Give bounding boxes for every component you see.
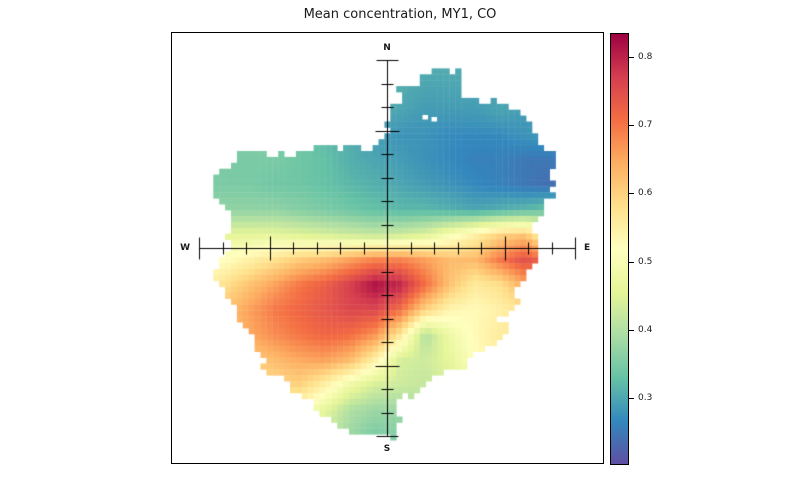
polar-heatmap-canvas	[172, 33, 603, 463]
compass-label-north: N	[383, 43, 391, 53]
colorbar-tick-label: 0.4	[638, 325, 653, 335]
compass-label-south: S	[383, 444, 391, 454]
colorbar-tick-label: 0.8	[638, 52, 653, 62]
plot-panel	[171, 32, 604, 464]
colorbar-tick	[629, 262, 634, 263]
colorbar-tick	[629, 193, 634, 194]
colorbar	[610, 33, 629, 465]
colorbar-tick-label: 0.7	[638, 120, 653, 130]
colorbar-tick	[629, 57, 634, 58]
colorbar-tick	[629, 330, 634, 331]
colorbar-tick	[629, 125, 634, 126]
colorbar-tick-label: 0.3	[638, 393, 653, 403]
chart-title: Mean concentration, MY1, CO	[303, 7, 497, 22]
colorbar-tick-label: 0.6	[638, 188, 653, 198]
colorbar-gradient	[611, 34, 628, 464]
colorbar-tick	[629, 398, 634, 399]
compass-label-west: W	[180, 243, 190, 253]
colorbar-tick-label: 0.5	[638, 257, 653, 267]
compass-label-east: E	[584, 243, 591, 253]
